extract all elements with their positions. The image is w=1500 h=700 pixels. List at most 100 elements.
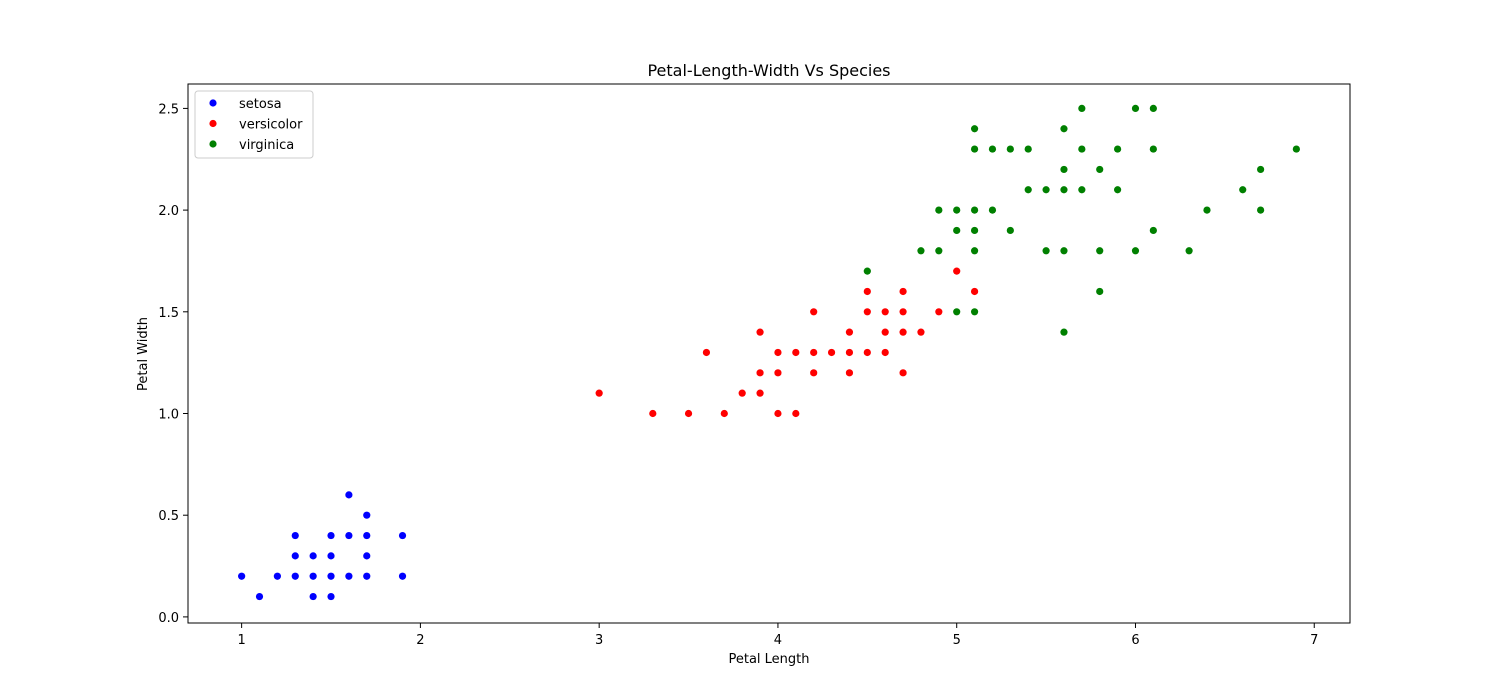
- data-point-versicolor: [774, 348, 782, 357]
- series-versicolor: [595, 267, 979, 418]
- legend: setosa versicolor virginica: [194, 90, 314, 159]
- data-point-setosa: [327, 552, 335, 560]
- data-point-versicolor: [810, 369, 818, 377]
- data-point-versicolor: [863, 287, 871, 296]
- data-point-virginica: [1060, 247, 1068, 255]
- legend-label-versicolor: versicolor: [239, 118, 303, 133]
- data-point-versicolor: [756, 389, 764, 397]
- data-point-virginica: [988, 206, 997, 214]
- data-point-virginica: [1185, 247, 1193, 255]
- data-point-setosa: [291, 572, 299, 580]
- data-point-versicolor: [845, 328, 854, 336]
- data-point-virginica: [1203, 206, 1211, 214]
- data-point-versicolor: [702, 348, 711, 357]
- data-point-virginica: [1042, 247, 1050, 255]
- data-point-virginica: [970, 145, 979, 153]
- legend-marker-setosa: [209, 99, 217, 107]
- data-point-virginica: [1149, 104, 1157, 113]
- data-point-setosa: [327, 572, 335, 580]
- data-point-setosa: [363, 572, 371, 580]
- data-point-versicolor: [917, 328, 925, 336]
- data-point-versicolor: [810, 308, 818, 316]
- data-point-versicolor: [792, 409, 800, 418]
- data-point-virginica: [988, 145, 997, 153]
- y-tick-label: 0.0: [158, 611, 179, 626]
- data-point-virginica: [1060, 165, 1068, 174]
- data-point-virginica: [953, 226, 961, 235]
- data-point-virginica: [970, 247, 979, 255]
- plot-area: [238, 104, 1300, 601]
- data-point-setosa: [363, 531, 371, 540]
- legend-label-virginica: virginica: [239, 138, 294, 153]
- data-point-virginica: [1292, 145, 1300, 153]
- data-point-virginica: [1096, 247, 1104, 255]
- x-tick-label: 7: [1310, 633, 1318, 648]
- data-point-virginica: [1060, 328, 1068, 336]
- y-axis: 0.0 0.5 1.0 1.5 2.0 2.5: [158, 102, 188, 626]
- data-point-setosa: [291, 552, 299, 560]
- data-point-setosa: [345, 491, 353, 499]
- x-tick-label: 5: [953, 633, 961, 648]
- data-point-virginica: [970, 226, 979, 235]
- y-tick-label: 1.5: [158, 306, 179, 321]
- data-point-setosa: [345, 531, 353, 540]
- data-point-setosa: [398, 531, 407, 540]
- data-point-virginica: [917, 247, 925, 255]
- data-point-virginica: [1060, 186, 1068, 194]
- data-point-virginica: [953, 206, 961, 214]
- data-point-virginica: [1257, 165, 1265, 174]
- x-tick-label: 6: [1131, 633, 1139, 648]
- legend-marker-versicolor: [209, 119, 217, 128]
- data-point-setosa: [309, 592, 317, 601]
- data-point-virginica: [1096, 287, 1104, 296]
- data-point-virginica: [1060, 125, 1068, 133]
- data-point-setosa: [309, 552, 317, 560]
- data-point-versicolor: [881, 348, 889, 357]
- y-tick-label: 1.0: [158, 408, 179, 423]
- legend-box: [194, 90, 314, 159]
- data-point-setosa: [363, 511, 371, 519]
- data-point-setosa: [291, 531, 299, 540]
- data-point-setosa: [363, 552, 371, 560]
- data-point-virginica: [1149, 145, 1157, 153]
- data-point-versicolor: [899, 369, 907, 377]
- data-point-versicolor: [899, 287, 907, 296]
- data-point-versicolor: [881, 328, 889, 336]
- data-point-virginica: [1096, 165, 1104, 174]
- legend-marker-virginica: [209, 140, 217, 148]
- data-point-versicolor: [810, 348, 818, 357]
- data-point-versicolor: [827, 348, 836, 357]
- data-point-versicolor: [863, 308, 871, 316]
- series-virginica: [863, 104, 1300, 336]
- data-point-setosa: [238, 572, 246, 580]
- x-tick-label: 4: [774, 633, 782, 648]
- data-point-versicolor: [970, 287, 979, 296]
- data-point-versicolor: [899, 328, 907, 336]
- data-point-virginica: [1078, 186, 1086, 194]
- data-point-virginica: [1149, 226, 1157, 235]
- data-point-versicolor: [756, 328, 764, 336]
- data-point-virginica: [1024, 186, 1032, 194]
- data-point-setosa: [327, 592, 335, 601]
- x-axis: 1 2 3 4 5 6 7: [237, 623, 1318, 648]
- plot-frame: [187, 83, 1351, 624]
- data-point-virginica: [1042, 186, 1050, 194]
- legend-label-setosa: setosa: [239, 97, 282, 112]
- x-tick-label: 3: [595, 633, 603, 648]
- y-axis-label: Petal Width: [136, 317, 151, 391]
- data-point-versicolor: [738, 389, 746, 397]
- data-point-virginica: [1114, 145, 1122, 153]
- data-point-virginica: [1078, 104, 1086, 113]
- data-point-setosa: [255, 592, 264, 601]
- data-point-versicolor: [595, 389, 603, 397]
- data-point-virginica: [970, 308, 979, 316]
- x-tick-label: 2: [416, 633, 424, 648]
- data-point-versicolor: [792, 348, 800, 357]
- chart-title: Petal-Length-Width Vs Species: [647, 61, 890, 80]
- y-tick-label: 2.5: [158, 102, 179, 117]
- data-point-virginica: [953, 308, 961, 316]
- data-point-virginica: [863, 267, 871, 275]
- data-point-versicolor: [845, 348, 854, 357]
- data-point-versicolor: [935, 308, 943, 316]
